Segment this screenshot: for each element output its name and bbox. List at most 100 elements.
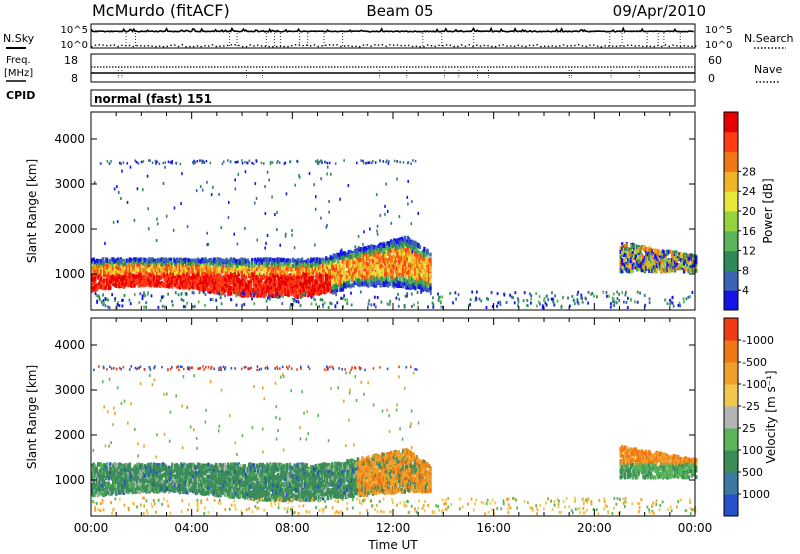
- power-data-point: [154, 263, 157, 268]
- power-data-point: [196, 258, 200, 263]
- power-data-point: [134, 263, 138, 268]
- power-data-point: [201, 274, 204, 279]
- nsearch-dot: [442, 44, 444, 47]
- power-data-point: [168, 283, 171, 288]
- power-data-point: [106, 258, 109, 263]
- power-data-point: [243, 257, 246, 262]
- power-data-point: [231, 259, 234, 264]
- power-data-point: [251, 270, 254, 275]
- power-data-point: [189, 259, 192, 264]
- power-data-point: [219, 288, 222, 293]
- power-data-point: [127, 276, 130, 281]
- power-data-point: [112, 262, 115, 267]
- power-data-point: [252, 272, 255, 277]
- nsearch-dot: [370, 45, 372, 47]
- power-data-point: [139, 273, 142, 278]
- power-data-point: [234, 259, 237, 264]
- power-data-point: [98, 273, 101, 278]
- power-data-point: [198, 268, 201, 273]
- power-data-point: [157, 269, 160, 274]
- power-data-point: [149, 259, 153, 264]
- power-data-point: [190, 275, 194, 280]
- power-data-point: [193, 272, 197, 277]
- power-data-point: [225, 285, 228, 290]
- power-data-point: [151, 282, 154, 287]
- power-data-point: [178, 269, 181, 274]
- power-data-point: [243, 260, 246, 265]
- nsearch-dot: [638, 45, 640, 47]
- power-data-point: [103, 273, 106, 278]
- power-data-point: [177, 258, 180, 263]
- power-data-point: [231, 280, 234, 285]
- power-data-point: [199, 271, 203, 276]
- power-data-point: [426, 250, 429, 255]
- power-data-point: [207, 268, 210, 273]
- power-data-point: [95, 262, 98, 267]
- power-data-point: [180, 260, 183, 265]
- power-data-point: [106, 273, 109, 278]
- power-data-point: [232, 281, 236, 286]
- power-data-point: [190, 279, 194, 284]
- power-data-point: [91, 258, 94, 263]
- power-data-point: [204, 264, 207, 269]
- power-data-point: [151, 277, 154, 282]
- nsearch-dot: [313, 44, 316, 46]
- power-data-point: [193, 277, 197, 282]
- power-data-point: [115, 283, 118, 288]
- power-data-point: [240, 270, 243, 275]
- power-data-point: [252, 265, 255, 270]
- power-data-point: [219, 274, 222, 279]
- power-data-point: [160, 280, 163, 285]
- power-data-point: [140, 264, 144, 269]
- power-data-point: [225, 263, 228, 268]
- nsearch-dot: [547, 45, 550, 47]
- power-data-point: [158, 275, 162, 280]
- nsearch-dot: [653, 45, 655, 48]
- power-data-point: [148, 259, 151, 264]
- power-data-point: [183, 279, 186, 284]
- power-data-point: [174, 278, 177, 283]
- power-data-point: [198, 261, 201, 266]
- power-data-point: [235, 291, 239, 296]
- power-data-point: [158, 259, 162, 264]
- nsearch-dot: [374, 44, 376, 46]
- power-data-point: [106, 266, 109, 271]
- power-data-point: [196, 285, 200, 290]
- nsearch-dot: [351, 45, 353, 48]
- power-data-point: [98, 264, 101, 269]
- freq-tick-top: 18: [64, 54, 78, 67]
- power-data-point: [107, 274, 111, 279]
- power-data-point: [164, 261, 168, 266]
- power-data-point: [248, 270, 251, 275]
- power-data-point: [107, 277, 111, 282]
- power-data-point: [171, 284, 174, 289]
- nsearch-dot: [627, 44, 629, 47]
- power-data-point: [92, 268, 95, 273]
- nsearch-dot: [559, 45, 561, 47]
- power-data-point: [252, 289, 255, 294]
- power-data-point: [103, 280, 106, 285]
- nsearch-dot: [264, 45, 267, 47]
- power-data-point: [285, 271, 289, 276]
- power-data-point: [161, 282, 165, 287]
- power-data-point: [157, 282, 160, 287]
- power-data-point: [186, 275, 189, 280]
- power-data-point: [231, 263, 234, 268]
- power-data-point: [202, 272, 206, 277]
- power-data-point: [204, 280, 207, 285]
- power-data-point: [208, 280, 212, 285]
- power-data-point: [127, 259, 130, 264]
- power-data-point: [98, 278, 101, 283]
- nsearch-dot: [630, 44, 633, 47]
- power-data-point: [249, 287, 252, 292]
- power-data-point: [237, 268, 240, 273]
- power-data-point: [131, 266, 135, 271]
- power-data-point: [196, 278, 200, 283]
- power-data-point: [207, 274, 210, 279]
- power-data-point: [216, 257, 219, 262]
- power-data-point: [92, 265, 95, 270]
- nsearch-dot: [408, 44, 410, 47]
- power-data-point: [157, 275, 160, 280]
- nsearch-dot: [340, 45, 342, 48]
- power-data-point: [235, 275, 239, 280]
